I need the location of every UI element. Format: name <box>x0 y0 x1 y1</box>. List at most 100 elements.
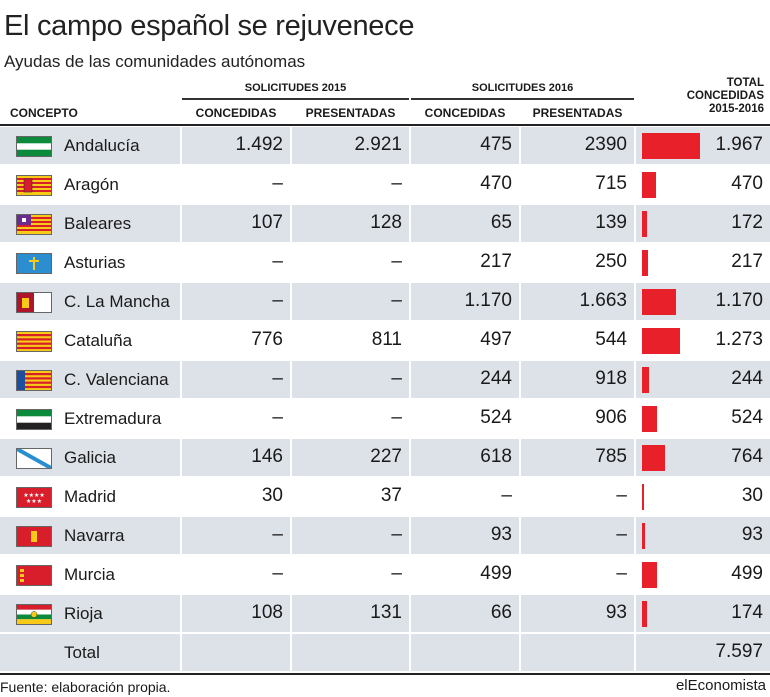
header-concedidas-2015: CONCEDIDAS <box>195 106 277 120</box>
cell-presentadas-2016: 1.663 <box>521 283 634 320</box>
table-row: Rioja 108 131 66 93 174 <box>0 595 770 634</box>
region-name: Extremadura <box>64 409 162 428</box>
value-total: 172 <box>731 212 763 233</box>
value-concedidas-2015: – <box>272 407 283 428</box>
value-presentadas-2016: – <box>616 485 627 506</box>
total-bar <box>642 562 657 588</box>
group-header-2015: SOLICITUDES 2015 <box>244 82 347 94</box>
total-cell <box>182 634 290 671</box>
value-concedidas-2016: 499 <box>480 563 512 584</box>
cell-concepto: Galicia <box>0 439 180 476</box>
value-presentadas-2015: – <box>391 290 402 311</box>
cell-presentadas-2015: 811 <box>292 322 409 359</box>
value-concedidas-2015: – <box>272 563 283 584</box>
value-presentadas-2016: – <box>616 563 627 584</box>
cell-concepto: Aragón <box>0 166 180 203</box>
total-bar <box>642 328 680 354</box>
cell-concedidas-2016: 499 <box>411 556 519 593</box>
value-concedidas-2016: 1.170 <box>464 290 512 311</box>
value-presentadas-2015: – <box>391 524 402 545</box>
value-concedidas-2016: – <box>501 485 512 506</box>
value-total: 470 <box>731 173 763 194</box>
cell-presentadas-2016: 250 <box>521 244 634 281</box>
table-row: C. Valenciana – – 244 918 244 <box>0 361 770 400</box>
group-underline-2016 <box>411 98 634 100</box>
chart-title: El campo español se rejuvenece <box>4 10 415 42</box>
value-concedidas-2016: 524 <box>480 407 512 428</box>
region-name: Asturias <box>64 253 126 272</box>
value-total: 764 <box>731 446 763 467</box>
total-bar <box>642 445 665 471</box>
value-concedidas-2016: 475 <box>480 134 512 155</box>
cell-presentadas-2016: 918 <box>521 361 634 398</box>
value-presentadas-2016: 544 <box>595 329 627 350</box>
value-concedidas-2015: 776 <box>251 329 283 350</box>
value-total: 217 <box>731 251 763 272</box>
value-concedidas-2015: 30 <box>261 485 283 506</box>
table-row: Asturias – – 217 250 217 <box>0 244 770 283</box>
table-row: ★★★★ ★★★ Madrid 30 37 – – 30 <box>0 478 770 517</box>
cell-concedidas-2015: – <box>182 283 290 320</box>
cell-presentadas-2015: – <box>292 283 409 320</box>
cell-presentadas-2015: – <box>292 361 409 398</box>
value-concedidas-2016: 470 <box>480 173 512 194</box>
valencia-flag <box>16 370 52 391</box>
region-name: Galicia <box>64 448 116 467</box>
value-presentadas-2016: – <box>616 524 627 545</box>
value-total: 30 <box>741 485 763 506</box>
cataluna-flag <box>16 331 52 352</box>
total-bar <box>642 406 657 432</box>
cell-presentadas-2015: 131 <box>292 595 409 632</box>
cell-concedidas-2016: – <box>411 478 519 515</box>
rioja-flag <box>16 604 52 625</box>
value-presentadas-2016: 2390 <box>584 134 627 155</box>
cell-concepto: Murcia <box>0 556 180 593</box>
total-header: TOTAL CONCEDIDAS 2015-2016 <box>687 77 764 116</box>
table-row: Aragón – – 470 715 470 <box>0 166 770 205</box>
cell-total: 1.273 <box>636 322 770 359</box>
cell-total: 93 <box>636 517 770 554</box>
value-presentadas-2015: 2.921 <box>354 134 402 155</box>
value-total: 524 <box>731 407 763 428</box>
cell-concepto: Extremadura <box>0 400 180 437</box>
castilla-la-mancha-flag <box>16 292 52 313</box>
cell-concedidas-2015: – <box>182 166 290 203</box>
region-name: Rioja <box>64 604 103 623</box>
table-row: Andalucía 1.492 2.921 475 2390 1.967 <box>0 127 770 166</box>
madrid-flag: ★★★★ ★★★ <box>16 487 52 508</box>
header-concepto: CONCEPTO <box>10 106 78 120</box>
value-concedidas-2016: 66 <box>490 602 512 623</box>
cell-concepto: C. La Mancha <box>0 283 180 320</box>
value-presentadas-2016: 250 <box>595 251 627 272</box>
cell-presentadas-2015: 227 <box>292 439 409 476</box>
table-row: Baleares 107 128 65 139 172 <box>0 205 770 244</box>
brand-logo: elEconomista <box>675 677 766 694</box>
cell-total: 217 <box>636 244 770 281</box>
value-total: 174 <box>731 602 763 623</box>
cell-concedidas-2016: 618 <box>411 439 519 476</box>
murcia-flag <box>16 565 52 586</box>
total-cell <box>292 634 409 671</box>
cell-concedidas-2015: – <box>182 244 290 281</box>
value-concedidas-2015: 107 <box>251 212 283 233</box>
cell-concepto: Asturias <box>0 244 180 281</box>
total-bar <box>642 367 649 393</box>
group-underline-2015 <box>182 98 409 100</box>
value-total: 1.967 <box>715 134 763 155</box>
total-header-line1: TOTAL <box>726 77 764 89</box>
total-bar <box>642 133 700 159</box>
svg-text:★★★: ★★★ <box>26 498 42 505</box>
cell-concedidas-2015: 146 <box>182 439 290 476</box>
cell-concedidas-2015: 776 <box>182 322 290 359</box>
region-name: Andalucía <box>64 136 140 155</box>
cell-concedidas-2016: 1.170 <box>411 283 519 320</box>
region-name: Navarra <box>64 526 125 545</box>
value-concedidas-2015: – <box>272 173 283 194</box>
value-presentadas-2015: 811 <box>371 329 402 350</box>
total-label: Total <box>64 643 100 662</box>
value-concedidas-2015: 108 <box>251 602 283 623</box>
cell-total: 764 <box>636 439 770 476</box>
cell-concedidas-2016: 244 <box>411 361 519 398</box>
cell-concedidas-2016: 65 <box>411 205 519 242</box>
cell-concedidas-2015: – <box>182 556 290 593</box>
